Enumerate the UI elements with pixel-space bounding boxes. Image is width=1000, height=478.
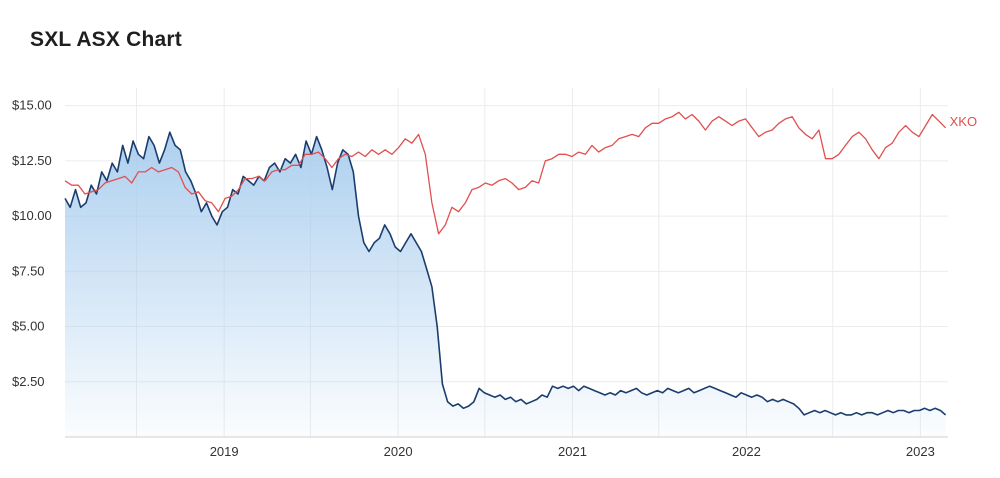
- x-tick-label: 2023: [906, 444, 935, 459]
- series-line-sxl: [64, 131, 947, 416]
- chart-title: SXL ASX Chart: [30, 28, 182, 51]
- x-tick-label: 2019: [210, 444, 239, 459]
- y-tick-label: $2.50: [12, 374, 45, 389]
- series-label-xko: XKO: [950, 114, 977, 129]
- series-area-sxl: [65, 132, 946, 437]
- x-tick-label: 2022: [732, 444, 761, 459]
- series-labels: XKO: [950, 114, 977, 129]
- line-layer: [64, 111, 947, 416]
- y-tick-label: $5.00: [12, 319, 45, 334]
- y-tick-label: $10.00: [12, 208, 52, 223]
- y-tick-label: $12.50: [12, 153, 52, 168]
- area-layer: [65, 132, 946, 437]
- y-tick-label: $7.50: [12, 263, 45, 278]
- y-tick-label: $15.00: [12, 98, 52, 113]
- x-tick-label: 2021: [558, 444, 587, 459]
- x-tick-label: 2020: [384, 444, 413, 459]
- series-line-xko: [64, 111, 947, 235]
- tick-labels: $2.50 $5.00 $7.50 $10.00 $12.50 $15.00 2019 202…: [12, 98, 935, 459]
